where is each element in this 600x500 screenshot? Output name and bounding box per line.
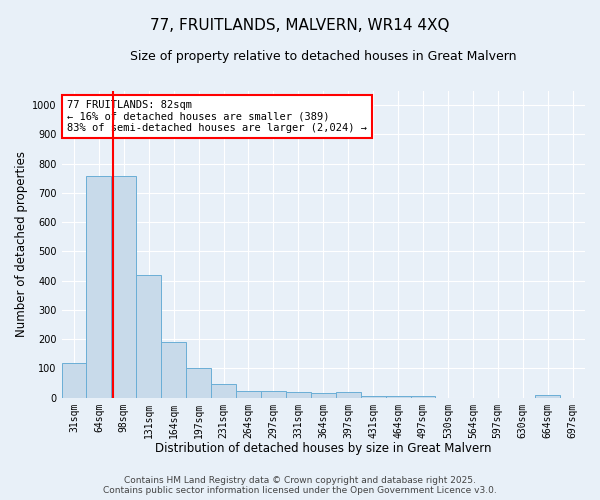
Bar [261, 392, 286, 398]
Bar [236, 392, 261, 398]
Bar [112, 176, 136, 398]
Bar [336, 392, 361, 398]
Bar [136, 275, 161, 398]
Bar [62, 364, 86, 398]
Bar [361, 396, 386, 398]
Bar [311, 394, 336, 398]
Bar [186, 368, 211, 398]
Bar [161, 342, 186, 398]
Bar [286, 392, 311, 398]
Y-axis label: Number of detached properties: Number of detached properties [15, 151, 28, 337]
Text: Contains HM Land Registry data © Crown copyright and database right 2025.
Contai: Contains HM Land Registry data © Crown c… [103, 476, 497, 495]
Bar [386, 396, 410, 398]
Bar [86, 176, 112, 398]
Bar [410, 396, 436, 398]
X-axis label: Distribution of detached houses by size in Great Malvern: Distribution of detached houses by size … [155, 442, 491, 455]
Title: Size of property relative to detached houses in Great Malvern: Size of property relative to detached ho… [130, 50, 517, 63]
Bar [211, 384, 236, 398]
Text: 77, FRUITLANDS, MALVERN, WR14 4XQ: 77, FRUITLANDS, MALVERN, WR14 4XQ [150, 18, 450, 32]
Bar [535, 396, 560, 398]
Text: 77 FRUITLANDS: 82sqm
← 16% of detached houses are smaller (389)
83% of semi-deta: 77 FRUITLANDS: 82sqm ← 16% of detached h… [67, 100, 367, 133]
